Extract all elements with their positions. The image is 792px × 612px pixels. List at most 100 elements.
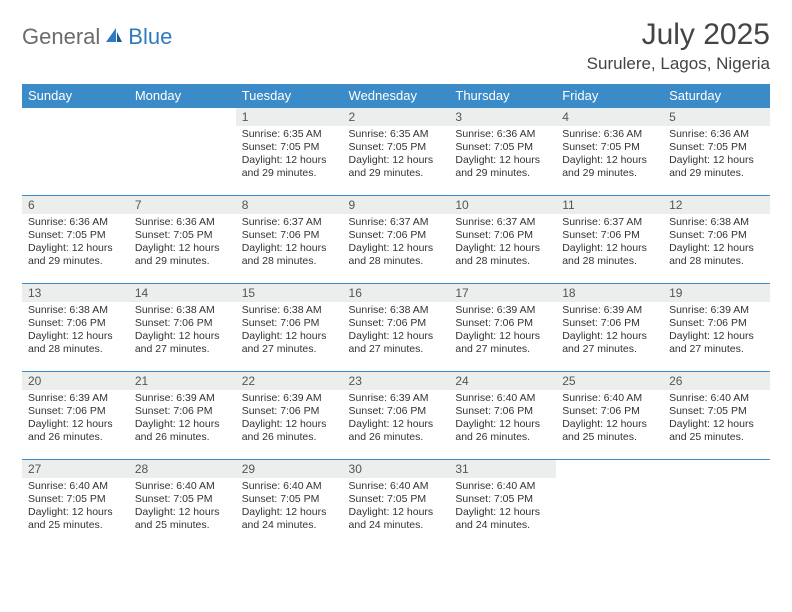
day-body: Sunrise: 6:39 AMSunset: 7:06 PMDaylight:…: [343, 390, 450, 449]
calendar-cell: 11Sunrise: 6:37 AMSunset: 7:06 PMDayligh…: [556, 196, 663, 284]
day-body: Sunrise: 6:38 AMSunset: 7:06 PMDaylight:…: [343, 302, 450, 361]
sunset-text: Sunset: 7:06 PM: [669, 317, 764, 330]
daylight-text: Daylight: 12 hours and 25 minutes.: [562, 418, 657, 444]
day-body: Sunrise: 6:36 AMSunset: 7:05 PMDaylight:…: [129, 214, 236, 273]
calendar-cell: [22, 108, 129, 196]
daylight-text: Daylight: 12 hours and 29 minutes.: [349, 154, 444, 180]
calendar-cell: 17Sunrise: 6:39 AMSunset: 7:06 PMDayligh…: [449, 284, 556, 372]
day-body: Sunrise: 6:40 AMSunset: 7:05 PMDaylight:…: [343, 478, 450, 537]
calendar-cell: 21Sunrise: 6:39 AMSunset: 7:06 PMDayligh…: [129, 372, 236, 460]
sunset-text: Sunset: 7:06 PM: [562, 229, 657, 242]
sunset-text: Sunset: 7:05 PM: [669, 405, 764, 418]
day-body: Sunrise: 6:35 AMSunset: 7:05 PMDaylight:…: [343, 126, 450, 185]
sunrise-text: Sunrise: 6:39 AM: [455, 304, 550, 317]
daylight-text: Daylight: 12 hours and 28 minutes.: [455, 242, 550, 268]
day-number: 13: [22, 284, 129, 302]
sunset-text: Sunset: 7:05 PM: [28, 493, 123, 506]
calendar-cell: [663, 460, 770, 548]
daylight-text: Daylight: 12 hours and 27 minutes.: [562, 330, 657, 356]
day-number: 31: [449, 460, 556, 478]
daylight-text: Daylight: 12 hours and 27 minutes.: [242, 330, 337, 356]
sunrise-text: Sunrise: 6:36 AM: [455, 128, 550, 141]
calendar-cell: 27Sunrise: 6:40 AMSunset: 7:05 PMDayligh…: [22, 460, 129, 548]
day-header: Saturday: [663, 84, 770, 108]
logo-text-general: General: [22, 24, 100, 50]
daylight-text: Daylight: 12 hours and 29 minutes.: [28, 242, 123, 268]
daylight-text: Daylight: 12 hours and 24 minutes.: [455, 506, 550, 532]
day-body: Sunrise: 6:39 AMSunset: 7:06 PMDaylight:…: [556, 302, 663, 361]
day-number: 7: [129, 196, 236, 214]
day-number: 3: [449, 108, 556, 126]
calendar-cell: 4Sunrise: 6:36 AMSunset: 7:05 PMDaylight…: [556, 108, 663, 196]
day-body: Sunrise: 6:37 AMSunset: 7:06 PMDaylight:…: [236, 214, 343, 273]
sunset-text: Sunset: 7:05 PM: [242, 493, 337, 506]
day-body: Sunrise: 6:38 AMSunset: 7:06 PMDaylight:…: [663, 214, 770, 273]
calendar-cell: 2Sunrise: 6:35 AMSunset: 7:05 PMDaylight…: [343, 108, 450, 196]
day-number: 23: [343, 372, 450, 390]
daylight-text: Daylight: 12 hours and 27 minutes.: [349, 330, 444, 356]
day-body: Sunrise: 6:39 AMSunset: 7:06 PMDaylight:…: [449, 302, 556, 361]
sunrise-text: Sunrise: 6:39 AM: [135, 392, 230, 405]
daylight-text: Daylight: 12 hours and 26 minutes.: [349, 418, 444, 444]
calendar-cell: 16Sunrise: 6:38 AMSunset: 7:06 PMDayligh…: [343, 284, 450, 372]
daylight-text: Daylight: 12 hours and 27 minutes.: [669, 330, 764, 356]
daylight-text: Daylight: 12 hours and 27 minutes.: [455, 330, 550, 356]
logo-text-blue: Blue: [128, 24, 172, 50]
day-body: Sunrise: 6:36 AMSunset: 7:05 PMDaylight:…: [449, 126, 556, 185]
day-number: 15: [236, 284, 343, 302]
sunrise-text: Sunrise: 6:39 AM: [28, 392, 123, 405]
calendar-cell: 8Sunrise: 6:37 AMSunset: 7:06 PMDaylight…: [236, 196, 343, 284]
calendar-cell: 1Sunrise: 6:35 AMSunset: 7:05 PMDaylight…: [236, 108, 343, 196]
calendar-row: 20Sunrise: 6:39 AMSunset: 7:06 PMDayligh…: [22, 372, 770, 460]
sunset-text: Sunset: 7:06 PM: [562, 317, 657, 330]
day-number: 16: [343, 284, 450, 302]
location-label: Surulere, Lagos, Nigeria: [587, 54, 770, 74]
sunset-text: Sunset: 7:06 PM: [455, 405, 550, 418]
calendar-cell: 22Sunrise: 6:39 AMSunset: 7:06 PMDayligh…: [236, 372, 343, 460]
day-number: 24: [449, 372, 556, 390]
sunset-text: Sunset: 7:06 PM: [455, 317, 550, 330]
sunset-text: Sunset: 7:05 PM: [455, 493, 550, 506]
daylight-text: Daylight: 12 hours and 28 minutes.: [669, 242, 764, 268]
daylight-text: Daylight: 12 hours and 24 minutes.: [242, 506, 337, 532]
day-body: Sunrise: 6:39 AMSunset: 7:06 PMDaylight:…: [129, 390, 236, 449]
sunset-text: Sunset: 7:06 PM: [28, 405, 123, 418]
day-body: Sunrise: 6:40 AMSunset: 7:06 PMDaylight:…: [449, 390, 556, 449]
sunrise-text: Sunrise: 6:40 AM: [455, 392, 550, 405]
daylight-text: Daylight: 12 hours and 29 minutes.: [562, 154, 657, 180]
sunrise-text: Sunrise: 6:38 AM: [349, 304, 444, 317]
sunrise-text: Sunrise: 6:35 AM: [349, 128, 444, 141]
day-number: 28: [129, 460, 236, 478]
sunset-text: Sunset: 7:06 PM: [349, 317, 444, 330]
calendar-cell: 20Sunrise: 6:39 AMSunset: 7:06 PMDayligh…: [22, 372, 129, 460]
daylight-text: Daylight: 12 hours and 28 minutes.: [28, 330, 123, 356]
sunset-text: Sunset: 7:06 PM: [455, 229, 550, 242]
day-body: Sunrise: 6:40 AMSunset: 7:05 PMDaylight:…: [236, 478, 343, 537]
day-body: Sunrise: 6:39 AMSunset: 7:06 PMDaylight:…: [663, 302, 770, 361]
day-number: 21: [129, 372, 236, 390]
calendar-cell: 28Sunrise: 6:40 AMSunset: 7:05 PMDayligh…: [129, 460, 236, 548]
calendar-row: 27Sunrise: 6:40 AMSunset: 7:05 PMDayligh…: [22, 460, 770, 548]
day-number: 29: [236, 460, 343, 478]
calendar-head: SundayMondayTuesdayWednesdayThursdayFrid…: [22, 84, 770, 108]
day-body: Sunrise: 6:40 AMSunset: 7:05 PMDaylight:…: [129, 478, 236, 537]
sunrise-text: Sunrise: 6:36 AM: [562, 128, 657, 141]
calendar-cell: 10Sunrise: 6:37 AMSunset: 7:06 PMDayligh…: [449, 196, 556, 284]
daylight-text: Daylight: 12 hours and 25 minutes.: [28, 506, 123, 532]
sunrise-text: Sunrise: 6:35 AM: [242, 128, 337, 141]
day-header: Thursday: [449, 84, 556, 108]
sunset-text: Sunset: 7:06 PM: [135, 317, 230, 330]
sunrise-text: Sunrise: 6:40 AM: [28, 480, 123, 493]
day-number: 6: [22, 196, 129, 214]
sunrise-text: Sunrise: 6:36 AM: [28, 216, 123, 229]
day-number: 1: [236, 108, 343, 126]
sunset-text: Sunset: 7:05 PM: [349, 141, 444, 154]
sunrise-text: Sunrise: 6:40 AM: [562, 392, 657, 405]
calendar-cell: 14Sunrise: 6:38 AMSunset: 7:06 PMDayligh…: [129, 284, 236, 372]
day-body: Sunrise: 6:40 AMSunset: 7:05 PMDaylight:…: [449, 478, 556, 537]
day-number: 17: [449, 284, 556, 302]
daylight-text: Daylight: 12 hours and 26 minutes.: [455, 418, 550, 444]
month-title: July 2025: [587, 18, 770, 52]
daylight-text: Daylight: 12 hours and 28 minutes.: [242, 242, 337, 268]
sunset-text: Sunset: 7:05 PM: [455, 141, 550, 154]
